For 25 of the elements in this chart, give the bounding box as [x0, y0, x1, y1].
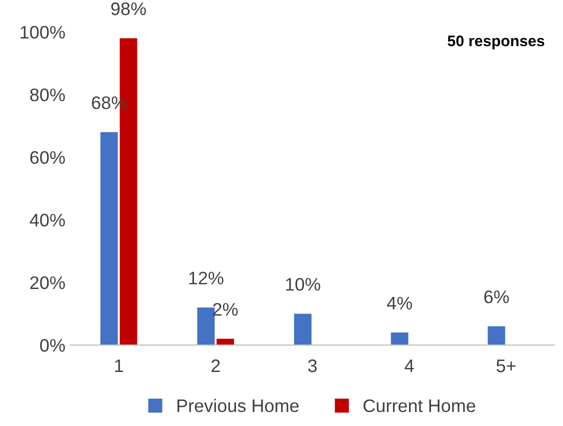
x-tick-label: 4	[404, 360, 414, 372]
bar	[294, 314, 312, 346]
data-label: 2%	[213, 303, 238, 316]
legend-label: Previous Home	[177, 398, 299, 412]
bar	[390, 332, 408, 346]
bar	[488, 326, 506, 346]
x-tick-label: 5+	[496, 360, 516, 372]
data-label: 6%	[484, 290, 509, 304]
x-tick-label: 2	[212, 359, 220, 372]
x-tick-label: 1	[115, 360, 123, 372]
legend-label: Current Home	[364, 399, 476, 412]
data-label: 98%	[111, 2, 146, 16]
annotation: 50 responses	[448, 35, 544, 50]
y-tick-label: 40%	[30, 214, 65, 227]
y-tick-label: 20%	[30, 276, 65, 290]
data-label: 10%	[286, 278, 320, 291]
y-tick-label: 80%	[30, 88, 65, 102]
bar	[100, 132, 118, 346]
data-label: 12%	[189, 272, 224, 284]
y-tick-label: 0%	[40, 338, 65, 352]
y-tick-label: 60%	[30, 151, 65, 164]
data-label: 4%	[386, 296, 412, 310]
bar	[197, 307, 215, 346]
x-tick-label: 3	[308, 359, 317, 372]
y-tick-label: 100%	[20, 26, 65, 39]
